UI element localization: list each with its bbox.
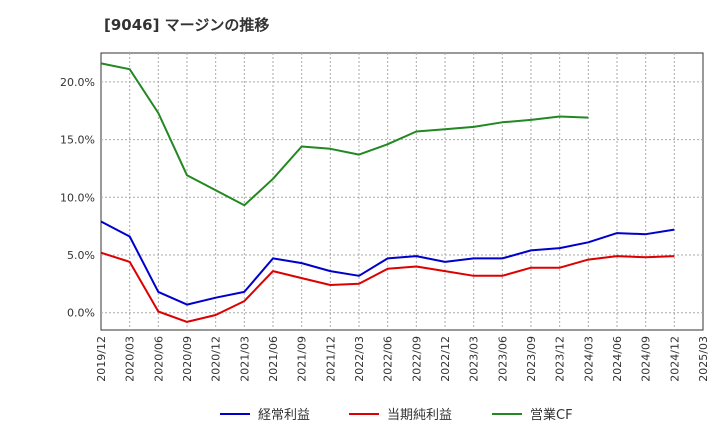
x-tick-label: 2021/06: [267, 336, 280, 382]
y-tick-label: 0.0%: [67, 307, 95, 320]
legend-swatch: [492, 412, 522, 415]
series-line-0: [100, 220, 675, 306]
legend-label: 当期純利益: [387, 408, 453, 423]
legend-item: 営業CF: [492, 404, 573, 423]
x-tick-label: 2022/03: [353, 336, 366, 382]
x-tick-label: 2023/12: [554, 336, 567, 382]
x-tick-label: 2024/03: [582, 336, 595, 382]
y-tick-label: 15.0%: [60, 134, 95, 147]
x-tick-label: 2023/06: [496, 336, 509, 382]
x-tick-label: 2022/06: [382, 336, 395, 382]
legend-label: 営業CF: [530, 408, 573, 423]
series-line-1: [100, 251, 675, 323]
x-tick-label: 2020/06: [152, 336, 165, 382]
plot-area: [100, 52, 704, 331]
legend-item: 経常利益: [220, 404, 310, 423]
chart-title: [9046] マージンの推移: [104, 16, 270, 34]
series-line-2: [100, 62, 589, 207]
x-tick-label: 2020/03: [124, 336, 137, 382]
legend-label: 経常利益: [258, 408, 311, 423]
x-tick-label: 2024/12: [668, 336, 681, 382]
y-tick-label: 10.0%: [60, 191, 95, 204]
x-tick-label: 2021/09: [296, 336, 309, 382]
x-tick-label: 2024/06: [611, 336, 624, 382]
x-tick-label: 2022/12: [439, 336, 452, 382]
x-tick-label: 2021/03: [238, 336, 251, 382]
x-tick-label: 2020/12: [210, 336, 223, 382]
legend: 経常利益 当期純利益 営業CF: [0, 404, 720, 428]
x-tick-label: 2023/09: [525, 336, 538, 382]
legend-item: 当期純利益: [349, 404, 452, 423]
x-tick-label: 2020/09: [181, 336, 194, 382]
x-tick-label: 2019/12: [95, 336, 108, 382]
legend-swatch: [349, 412, 379, 415]
x-tick-label: 2023/03: [468, 336, 481, 382]
x-tick-label: 2025/03: [697, 336, 710, 382]
y-tick-label: 20.0%: [60, 76, 95, 89]
x-tick-label: 2024/09: [640, 336, 653, 382]
legend-swatch: [220, 412, 250, 415]
x-tick-label: 2021/12: [324, 336, 337, 382]
x-tick-label: 2022/09: [410, 336, 423, 382]
y-tick-label: 5.0%: [67, 249, 95, 262]
